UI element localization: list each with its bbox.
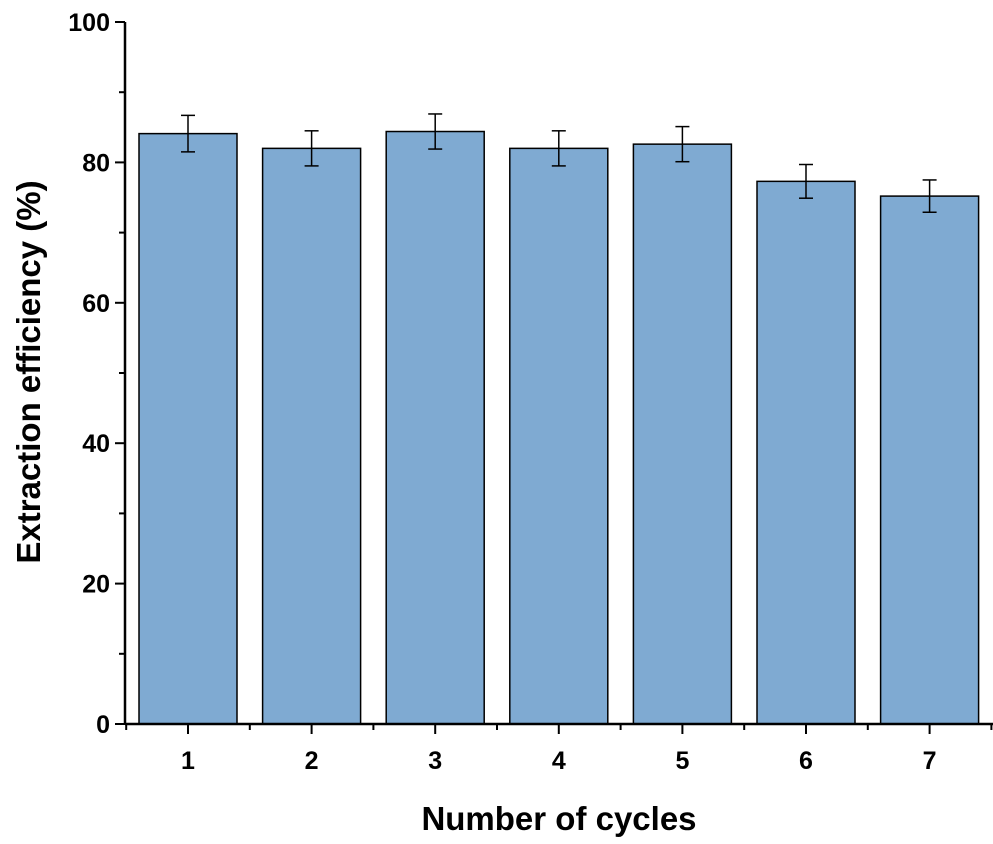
bar-7: [879, 195, 980, 725]
error-bar-2: [304, 130, 319, 167]
x-tick-label-1: 1: [181, 747, 195, 775]
bar-4: [509, 147, 609, 725]
y-tick-label-40: 40: [82, 430, 110, 458]
error-bar-7: [922, 179, 937, 213]
error-bar-3: [428, 113, 443, 150]
bar-2: [261, 147, 362, 725]
bar-5: [632, 143, 733, 725]
y-tick-label-0: 0: [96, 711, 110, 739]
error-bar-1: [181, 114, 195, 153]
x-tick-label-5: 5: [675, 747, 689, 775]
y-tick-label-100: 100: [68, 9, 110, 37]
y-tick-label-20: 20: [82, 571, 110, 599]
bar-6: [756, 180, 856, 725]
bar-1: [138, 132, 238, 725]
y-tick-label-80: 80: [82, 149, 110, 177]
bars-layer: [138, 130, 980, 725]
tick-labels-layer: 0 20 40 60 80 100 1 2 3 4 5 6 7: [68, 9, 936, 775]
x-tick-label-7: 7: [923, 747, 937, 775]
error-bars-layer: [181, 113, 937, 213]
axes-layer: [115, 21, 993, 734]
error-bar-5: [675, 125, 690, 163]
x-axis-title: Number of cycles: [421, 800, 696, 837]
y-axis-title: Extraction efficiency (%): [10, 180, 47, 563]
x-tick-label-6: 6: [799, 747, 813, 775]
x-tick-label-2: 2: [305, 747, 319, 775]
error-bar-4: [551, 130, 566, 167]
x-tick-label-4: 4: [552, 747, 566, 775]
error-bar-6: [799, 163, 813, 199]
x-tick-label-3: 3: [428, 747, 442, 775]
y-tick-label-60: 60: [82, 290, 110, 318]
bar-3: [385, 130, 485, 725]
